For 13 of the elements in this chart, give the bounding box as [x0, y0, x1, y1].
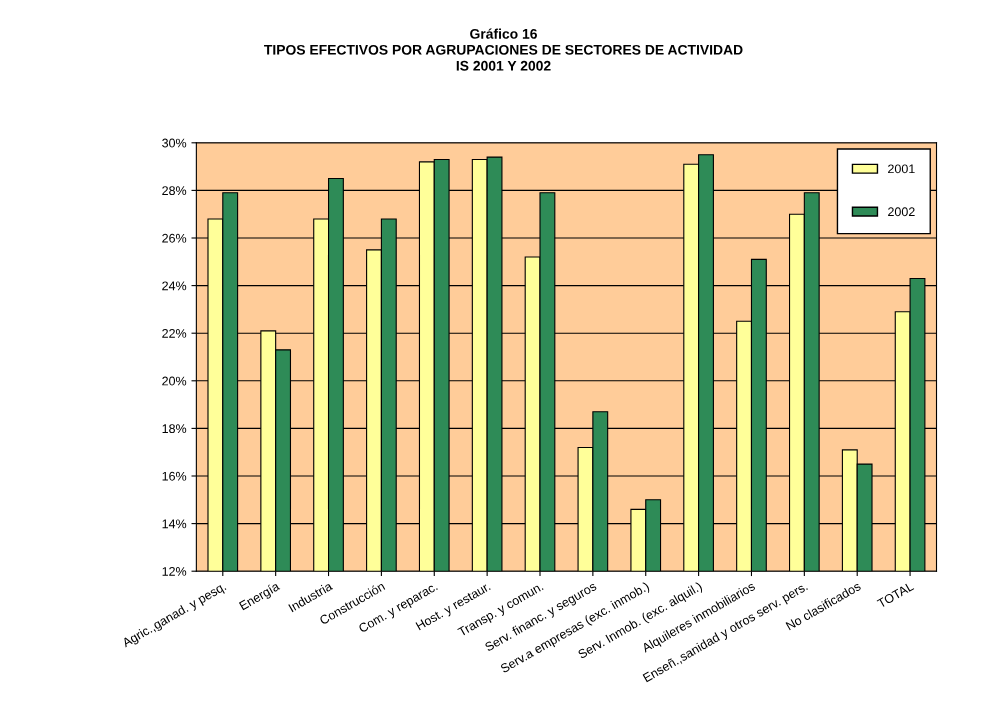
y-tick-label: 24%	[162, 281, 187, 291]
y-tick-label: 30%	[162, 138, 187, 148]
legend-label: 2001	[888, 164, 915, 174]
y-tick-label: 28%	[162, 186, 187, 196]
legend-label: 2002	[888, 207, 915, 217]
y-tick-label: 14%	[162, 519, 187, 529]
y-tick-label: 16%	[162, 471, 187, 481]
y-tick-label: 22%	[162, 329, 187, 338]
y-tick-label: 18%	[162, 424, 187, 434]
y-tick-label: 20%	[162, 376, 187, 386]
y-tick-label: 26%	[162, 233, 187, 243]
chart-title: Gráfico 16 TIPOS EFECTIVOS POR AGRUPACIONES DE SECTORES DE ACTIVIDAD IS 2001 Y 2002	[264, 28, 743, 71]
y-tick-label: 12%	[162, 567, 187, 576]
